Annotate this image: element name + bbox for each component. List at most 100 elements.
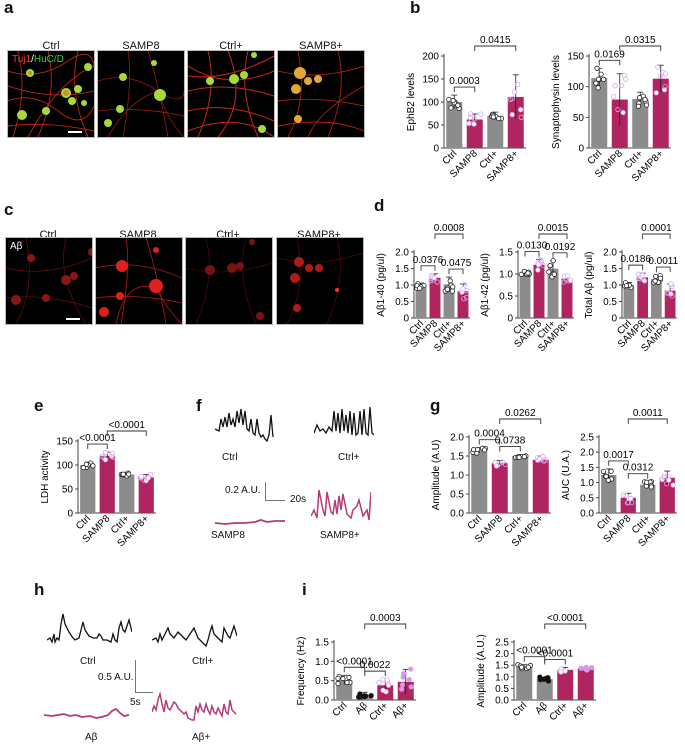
bar (443, 284, 455, 318)
x-tick-label: Ctrl (331, 700, 350, 719)
bar-chart-svg: Total Aβ (pg/ul)00.51.01.52.0CtrlSAMP8Ct… (584, 223, 679, 354)
y-tick-label: 2.0 (450, 433, 464, 444)
bar (664, 290, 676, 318)
micrograph-tuj1-huc-ctrl-plus (187, 50, 275, 138)
bar (446, 102, 463, 148)
y-tick-label: 2.0 (395, 248, 409, 259)
p-value-label: 0.0169 (594, 49, 625, 60)
abeta-stain-image (6, 238, 92, 324)
y-tick-label: 50 (62, 485, 74, 496)
bar-chart-svg: AUC (U.A.)0.00.51.01.52.02.5CtrlSAMP8Ctr… (561, 408, 677, 549)
panel-letter-f: f (196, 396, 202, 415)
bar (591, 78, 608, 148)
y-tick-label: 2.0 (603, 248, 617, 259)
scale-bar-vertical (135, 660, 136, 692)
scale-bar (66, 318, 80, 320)
p-value-label: 0.0003 (449, 76, 480, 87)
bar-chart-svg: Aβ1-40 (pg/ul)00.51.01.52.0CtrlSAMP8Ctrl… (376, 223, 472, 354)
trace-samp8-plus (311, 489, 371, 521)
panel-letter-d: d (374, 196, 385, 215)
neuron-network-image (98, 51, 184, 137)
scale-label-y: 0.2 A.U. (225, 485, 261, 496)
trace-label: Ctrl+ (338, 452, 360, 463)
micrograph-tuj1-huc-samp8 (97, 50, 185, 138)
y-tick-label: 0.5 (603, 297, 617, 308)
y-tick-label: 0 (67, 509, 73, 520)
y-axis-label: Total Aβ (pg/ul) (584, 252, 595, 319)
abeta-stain-image (96, 238, 182, 324)
bar-chart-svg: Amplitude (A.U)0.00.51.01.52.0CtrlSAMP8C… (431, 408, 551, 549)
y-tick-label: 0 (507, 314, 513, 325)
y-tick-label: 2.5 (580, 433, 594, 444)
trace-ctrl-plus (152, 623, 237, 648)
micrograph-abeta-samp8 (95, 237, 183, 325)
y-tick-label: 0.0 (315, 696, 329, 707)
panel-letter-h: h (34, 580, 45, 599)
bar (533, 264, 545, 318)
p-value-label: <0.0001 (79, 433, 116, 444)
y-tick-label: 0 (403, 314, 409, 325)
p-value-label: 0.0015 (538, 223, 569, 234)
scale-bar (68, 131, 82, 133)
chart-abeta1-42: Aβ1-42 (pg/ul) 0 0.5 1.0 1.5 Ctrl SAMP8 Ctrl+ SA… (474, 210, 582, 360)
y-tick-label: 1.5 (499, 248, 513, 259)
p-value-label: 0.0022 (360, 660, 391, 671)
bar (652, 78, 669, 148)
panel-letter-i: i (302, 580, 307, 599)
trace-label: Aβ+ (192, 732, 211, 743)
x-tick-label: Aβ+ (390, 700, 411, 721)
scale-bar-horizontal (135, 692, 153, 693)
y-tick-label: 0.5 (450, 490, 464, 501)
y-tick-label: 0 (611, 314, 617, 325)
bar (651, 279, 662, 318)
micrograph-abeta-samp8-plus (276, 237, 364, 325)
chart-total-abeta: Total Aβ (pg/ul) 0 0.5 1.0 1.5 2.0 Ctrl SAMP8 Ct… (578, 210, 685, 360)
bar (119, 474, 135, 513)
bar (637, 277, 648, 318)
scale-bar-horizontal (265, 500, 285, 501)
neuron-network-image (188, 51, 274, 137)
x-tick-label: Ctrl+ (547, 700, 570, 723)
p-value-label: 0.0130 (517, 240, 548, 251)
stain-label: Tuj1/HuC/D (12, 54, 64, 65)
trace-label: Ctrl (222, 452, 238, 463)
panel-letter-a: a (4, 0, 14, 17)
y-tick-label: 1.5 (315, 638, 329, 649)
y-tick-label: 150 (422, 75, 439, 86)
y-axis-label: Synaptophysin levels (551, 55, 562, 149)
chart-ephb2-levels: EphB2 levels 0 50 100 150 200 Ctrl SAMP8 Ctrl+ SA… (400, 20, 550, 190)
abeta-stain-image (277, 238, 363, 324)
neuron-network-image (278, 51, 364, 137)
y-axis-label: Frequency (Hz) (296, 637, 307, 706)
bar (557, 669, 574, 700)
p-value-label: 0.0001 (641, 223, 672, 234)
y-tick-label: 1.5 (450, 452, 464, 463)
y-tick-label: 150 (56, 437, 73, 448)
y-tick-label: 100 (56, 461, 73, 472)
trace-ctrl (47, 613, 132, 645)
y-tick-label: 1.0 (580, 478, 594, 489)
y-tick-label: 100 (422, 98, 439, 109)
p-value-label: 0.0415 (480, 35, 511, 46)
y-tick-label: 1.0 (603, 281, 617, 292)
bar (623, 285, 635, 318)
trace-label: Ctrl (80, 656, 96, 667)
chart-ldh-activity: LDH activity 0 50 100 150 Ctrl SAMP8 Ctrl+ SAMP8… (34, 405, 164, 555)
y-tick-label: 0.5 (315, 676, 329, 687)
y-tick-label: 1.0 (499, 270, 513, 281)
p-value-label: 0.0312 (623, 463, 654, 474)
y-tick-label: 100 (567, 82, 584, 93)
y-tick-label: 1.5 (395, 264, 409, 275)
bar (99, 455, 115, 513)
trace-label: Ctrl+ (192, 656, 214, 667)
scale-label-x: 5s (130, 697, 141, 708)
micrograph-title: SAMP8+ (299, 40, 343, 52)
y-axis-label: Aβ1-40 (pg/ul) (376, 253, 387, 317)
y-tick-label: 0.5 (499, 292, 513, 303)
y-tick-label: 2.0 (580, 448, 594, 459)
y-tick-label: 50 (573, 113, 585, 124)
p-value-label: <0.0001 (336, 656, 373, 667)
x-tick-label: Ctrl (511, 700, 530, 719)
bar (516, 667, 533, 700)
y-tick-label: 2.5 (495, 638, 509, 649)
